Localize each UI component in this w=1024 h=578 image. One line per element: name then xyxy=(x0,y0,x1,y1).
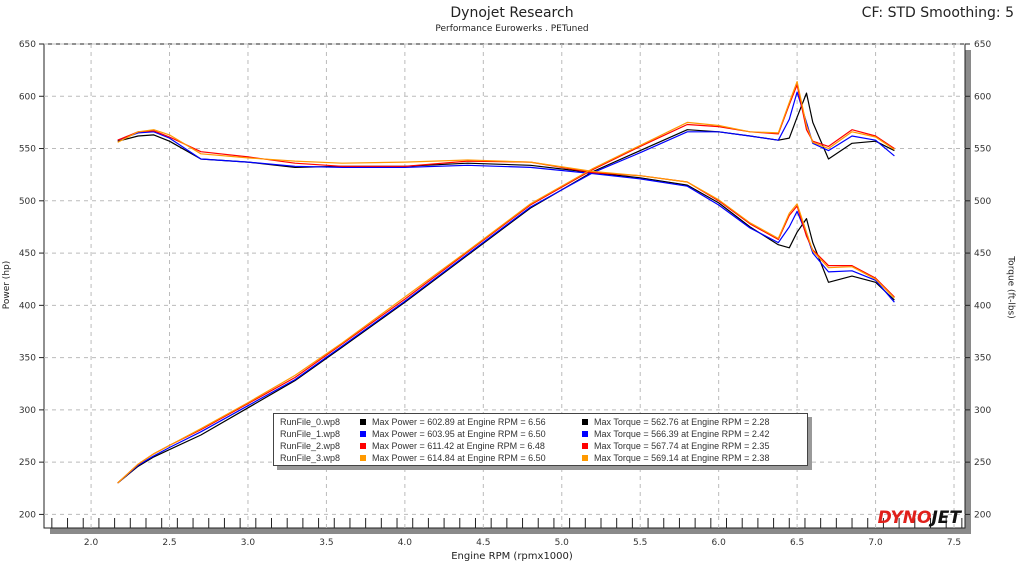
x-tick-label: 4.5 xyxy=(476,538,490,548)
y2-tick-label: 300 xyxy=(974,406,991,416)
power-curve-run-0 xyxy=(117,92,895,484)
chart-subtitle: Performance Eurowerks . PETuned xyxy=(435,24,589,34)
x-tick-label: 2.5 xyxy=(162,538,176,548)
legend-max-torque: Max Torque = 567.74 at Engine RPM = 2.35 xyxy=(594,441,770,451)
torque-curve-run-3 xyxy=(117,129,895,299)
y2-tick-label: 600 xyxy=(974,92,991,102)
y2-tick-label: 400 xyxy=(974,301,991,311)
y2-tick-label: 200 xyxy=(974,510,991,520)
legend-run-name: RunFile_1.wp8 xyxy=(280,429,341,439)
legend-run-name: RunFile_3.wp8 xyxy=(280,453,341,463)
legend-max-power: Max Power = 614.84 at Engine RPM = 6.50 xyxy=(372,453,546,463)
x-tick-label: 7.5 xyxy=(947,538,961,548)
y-tick-label: 300 xyxy=(19,406,36,416)
legend-run-name: RunFile_2.wp8 xyxy=(280,441,341,451)
dynojet-logo: DYNOJET xyxy=(878,508,963,528)
legend-max-power: Max Power = 611.42 at Engine RPM = 6.48 xyxy=(372,441,545,451)
torque-curve-run-1 xyxy=(117,131,895,303)
y2-tick-label: 350 xyxy=(974,354,991,364)
x-tick-label: 6.5 xyxy=(790,538,804,548)
legend-swatch xyxy=(360,419,366,425)
y2-axis-label: Torque (ft-lbs) xyxy=(1005,256,1016,319)
power-curve-run-1 xyxy=(117,91,895,484)
y-tick-label: 550 xyxy=(19,145,36,155)
y2-tick-label: 650 xyxy=(974,40,991,50)
power-curve-run-3 xyxy=(117,81,895,484)
x-tick-label: 5.0 xyxy=(555,538,570,548)
legend-max-torque: Max Torque = 562.76 at Engine RPM = 2.28 xyxy=(594,417,770,427)
legend-swatch xyxy=(582,443,588,449)
legend-max-torque: Max Torque = 566.39 at Engine RPM = 2.42 xyxy=(594,429,770,439)
legend-run-name: RunFile_0.wp8 xyxy=(280,417,341,427)
legend-swatch xyxy=(582,431,588,437)
legend-swatch xyxy=(360,431,366,437)
legend-max-power: Max Power = 603.95 at Engine RPM = 6.50 xyxy=(372,429,546,439)
y-tick-label: 400 xyxy=(19,301,36,311)
x-axis-label: Engine RPM (rpmx1000) xyxy=(451,551,573,562)
legend-swatch xyxy=(360,455,366,461)
correction-factor: CF: STD Smoothing: 5 xyxy=(861,5,1014,21)
y2-tick-label: 450 xyxy=(974,249,991,259)
legend-max-torque: Max Torque = 569.14 at Engine RPM = 2.38 xyxy=(594,453,770,463)
y-tick-label: 200 xyxy=(19,510,36,520)
y-tick-label: 350 xyxy=(19,354,36,364)
y2-tick-label: 250 xyxy=(974,458,991,468)
chart-title: Dynojet Research xyxy=(450,5,574,21)
x-tick-label: 2.0 xyxy=(84,538,99,548)
x-tick-label: 6.0 xyxy=(712,538,727,548)
y-axis-label: Power (hp) xyxy=(2,260,12,310)
y-tick-label: 250 xyxy=(19,458,36,468)
y-tick-label: 650 xyxy=(19,40,36,50)
x-tick-label: 3.5 xyxy=(319,538,333,548)
legend-swatch xyxy=(360,443,366,449)
legend: RunFile_0.wp8 Max Power = 602.89 at Engin… xyxy=(273,413,808,466)
legend-swatch xyxy=(582,455,588,461)
legend-swatch xyxy=(582,419,588,425)
y-tick-label: 450 xyxy=(19,249,36,259)
x-tick-label: 4.0 xyxy=(398,538,413,548)
legend-max-power: Max Power = 602.89 at Engine RPM = 6.56 xyxy=(372,417,546,427)
y-tick-label: 600 xyxy=(19,92,36,102)
x-tick-label: 5.5 xyxy=(633,538,647,548)
x-tick-label: 3.0 xyxy=(241,538,256,548)
x-tick-label: 7.0 xyxy=(868,538,883,548)
y2-tick-label: 500 xyxy=(974,197,991,207)
y2-tick-label: 550 xyxy=(974,145,991,155)
y-tick-label: 500 xyxy=(19,197,36,207)
